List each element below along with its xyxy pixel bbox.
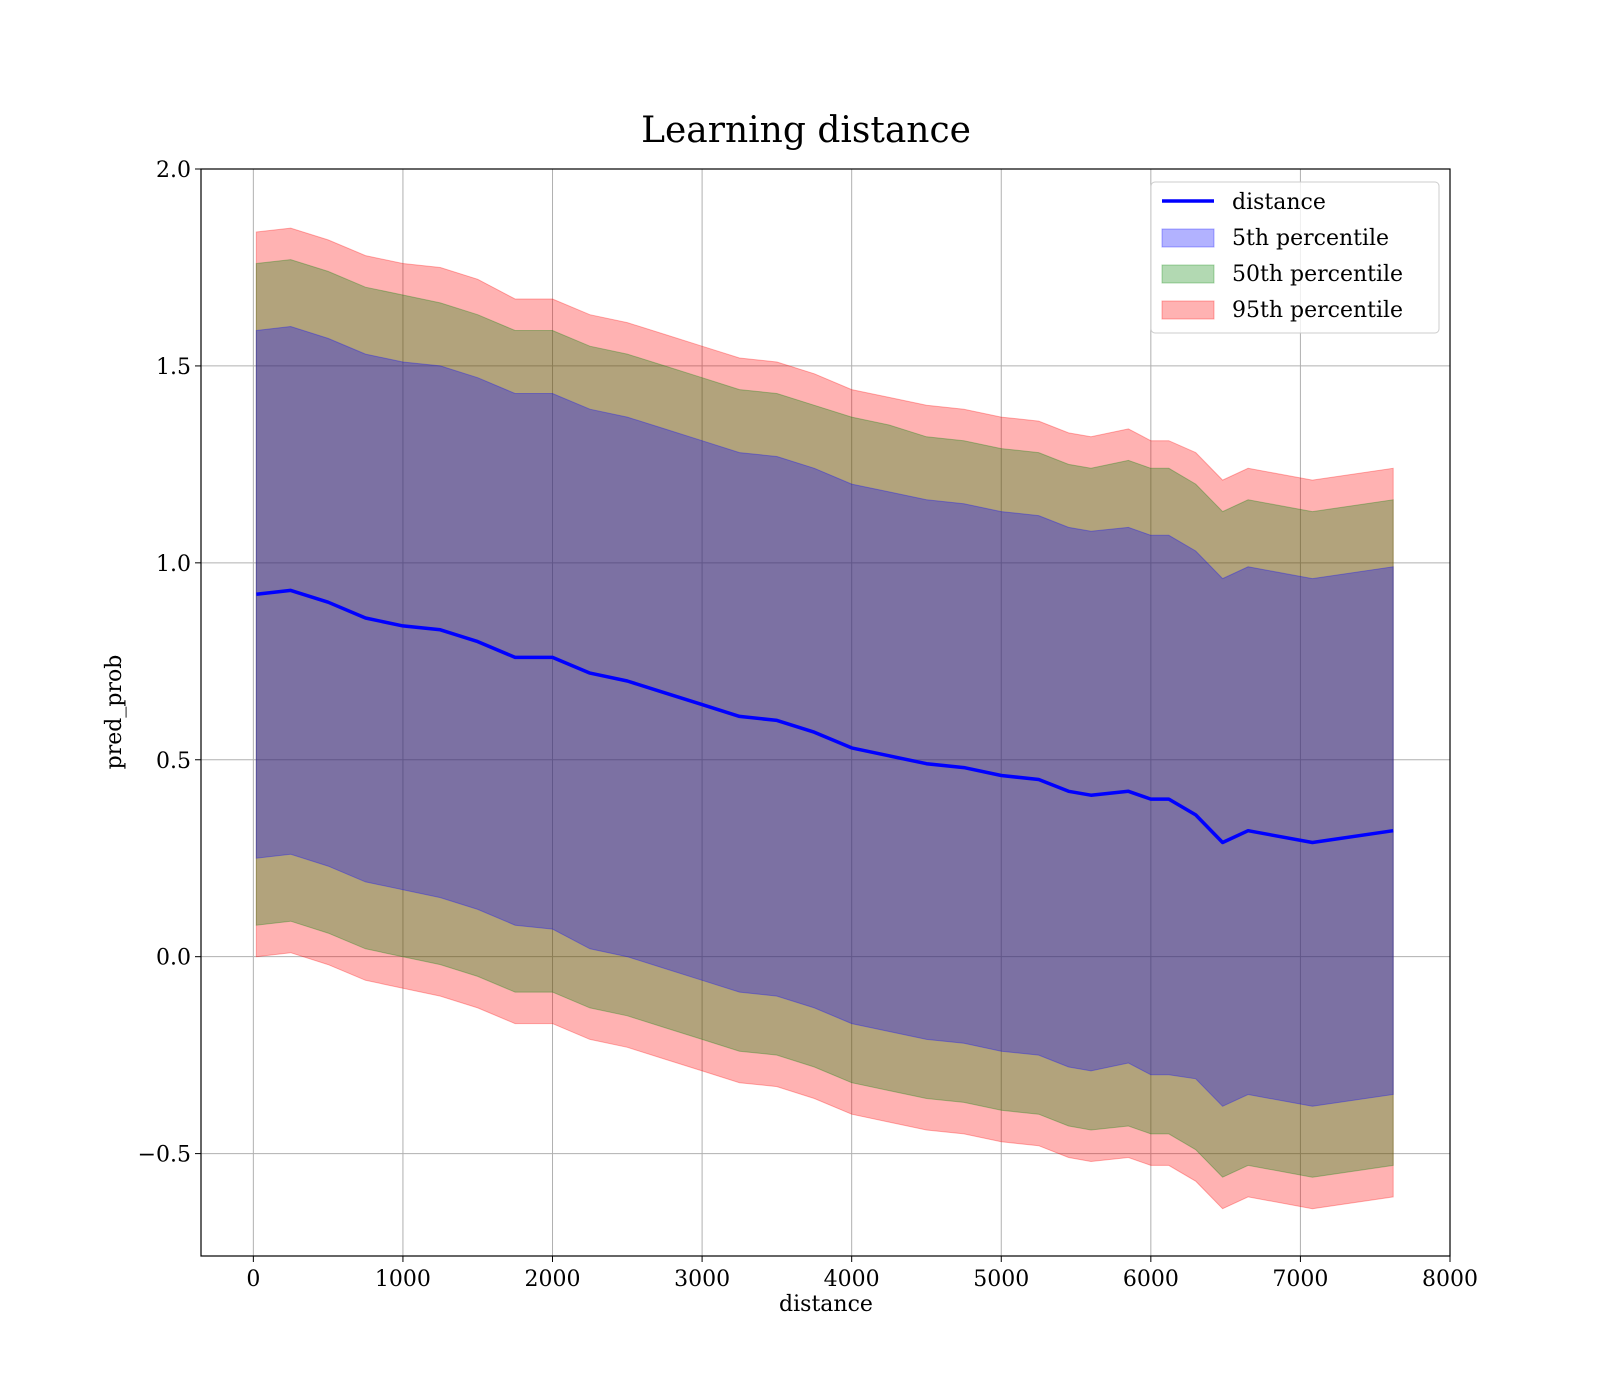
legend: distance 5th percentile 50th percentile …	[1150, 181, 1440, 334]
percentile-bands	[255, 227, 1394, 1210]
y-tick-label: 0.0	[156, 946, 191, 971]
x-tick-label: 2000	[525, 1267, 581, 1292]
legend-label-50th-percentile: 50th percentile	[1232, 262, 1403, 287]
x-tick-label: 0	[246, 1267, 260, 1292]
legend-label-distance: distance	[1232, 190, 1326, 215]
legend-box	[1150, 181, 1440, 334]
legend-label-95th-percentile: 95th percentile	[1232, 298, 1403, 323]
x-tick-label: 6000	[1123, 1267, 1179, 1292]
x-tick-label: 7000	[1272, 1267, 1328, 1292]
x-tick-label: 3000	[674, 1267, 730, 1292]
y-tick-label: 2.0	[156, 158, 191, 183]
y-tick-label: 0.5	[156, 749, 191, 774]
band-5th-percentile	[255, 325, 1394, 1107]
x-tick-label: 8000	[1422, 1267, 1478, 1292]
legend-swatch-5th-percentile	[1161, 228, 1215, 248]
y-axis-label: pred_prob	[102, 655, 127, 770]
legend-swatch-95th-percentile	[1161, 300, 1215, 320]
series-line-distance	[256, 588, 1394, 845]
legend-swatch-50th-percentile	[1161, 264, 1215, 284]
legend-label-5th-percentile: 5th percentile	[1232, 226, 1389, 251]
x-tick-label: 4000	[824, 1267, 880, 1292]
distance-line-layer	[256, 588, 1394, 845]
band-50th-percentile	[255, 259, 1394, 1178]
y-axis-ticks: −0.5 0.0 0.5 1.0 1.5 2.0	[138, 158, 201, 1168]
band-95th-percentile	[255, 227, 1394, 1210]
x-axis-ticks: 0 1000 2000 3000 4000 5000 6000 7000 8000	[246, 1256, 1478, 1292]
chart-title: Learning distance	[641, 110, 971, 151]
x-tick-label: 1000	[375, 1267, 431, 1292]
y-tick-label: −0.5	[138, 1143, 191, 1168]
y-tick-label: 1.5	[156, 355, 191, 380]
x-axis-label: distance	[779, 1292, 873, 1317]
plot-frame	[200, 168, 1451, 1257]
y-tick-label: 1.0	[156, 552, 191, 577]
x-tick-label: 5000	[973, 1267, 1029, 1292]
